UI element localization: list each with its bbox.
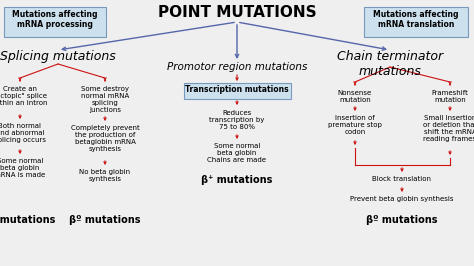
Text: Some normal
beta globin
mRNA is made: Some normal beta globin mRNA is made [0, 158, 46, 178]
Text: Nonsense
mutation: Nonsense mutation [338, 90, 372, 103]
FancyBboxPatch shape [4, 7, 106, 37]
Text: Mutations affecting
mRNA processing: Mutations affecting mRNA processing [12, 10, 98, 30]
Text: Splicing mutations: Splicing mutations [0, 50, 116, 63]
Text: Block translation: Block translation [373, 176, 431, 182]
Text: Transcription mutations: Transcription mutations [185, 85, 289, 94]
FancyBboxPatch shape [184, 83, 291, 99]
Text: β⁺ mutations: β⁺ mutations [201, 175, 273, 185]
Text: β⁺ mutations: β⁺ mutations [0, 215, 55, 225]
Text: No beta globin
synthesis: No beta globin synthesis [80, 169, 130, 182]
Text: Create an
"ectopic" splice
within an intron: Create an "ectopic" splice within an int… [0, 86, 48, 106]
Text: POINT MUTATIONS: POINT MUTATIONS [158, 5, 316, 20]
Text: Prevent beta globin synthesis: Prevent beta globin synthesis [350, 196, 454, 202]
Text: Completely prevent
the production of
betaglobin mRNA
synthesis: Completely prevent the production of bet… [71, 125, 139, 152]
Text: Reduces
transcription by
75 to 80%: Reduces transcription by 75 to 80% [210, 110, 264, 130]
Text: Promotor region mutations: Promotor region mutations [167, 62, 307, 72]
Text: Both normal
and abnormal
splicing occurs: Both normal and abnormal splicing occurs [0, 123, 46, 143]
Text: Frameshift
mutation: Frameshift mutation [431, 90, 468, 103]
Text: Mutations affecting
mRNA translation: Mutations affecting mRNA translation [373, 10, 459, 30]
FancyBboxPatch shape [364, 7, 468, 37]
Text: Some destroy
normal mRNA
splicing
junctions: Some destroy normal mRNA splicing juncti… [81, 86, 129, 113]
Text: Insertion of
premature stop
codon: Insertion of premature stop codon [328, 115, 382, 135]
Text: Chain terminator
mutations: Chain terminator mutations [337, 50, 443, 78]
Text: βº mutations: βº mutations [366, 215, 438, 225]
Text: Small Insertion
or deletion that
shift the mRNA
reading frames: Small Insertion or deletion that shift t… [423, 115, 474, 142]
Text: Some normal
beta globin
Chains are made: Some normal beta globin Chains are made [208, 143, 266, 163]
Text: βº mutations: βº mutations [69, 215, 141, 225]
